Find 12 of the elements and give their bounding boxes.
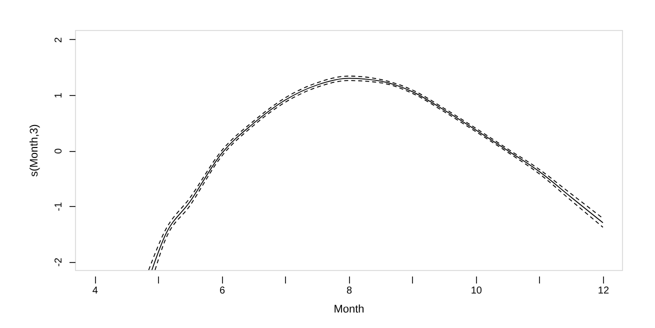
x-axis-title: Month [334,304,364,316]
x-tick-label: 6 [219,286,226,296]
y-tick-label: 2 [54,36,64,43]
y-tick-label: 0 [54,148,64,154]
x-tick-label: 8 [346,286,353,296]
y-tick-label: 1 [54,92,64,98]
y-axis-title: s(Month,3) [28,124,40,177]
x-tick-label: 10 [470,286,482,296]
y-tick-label: -1 [54,202,64,212]
x-tick-label: 12 [598,286,610,296]
y-tick-label: -2 [54,257,64,267]
x-tick-label: 4 [92,286,98,296]
